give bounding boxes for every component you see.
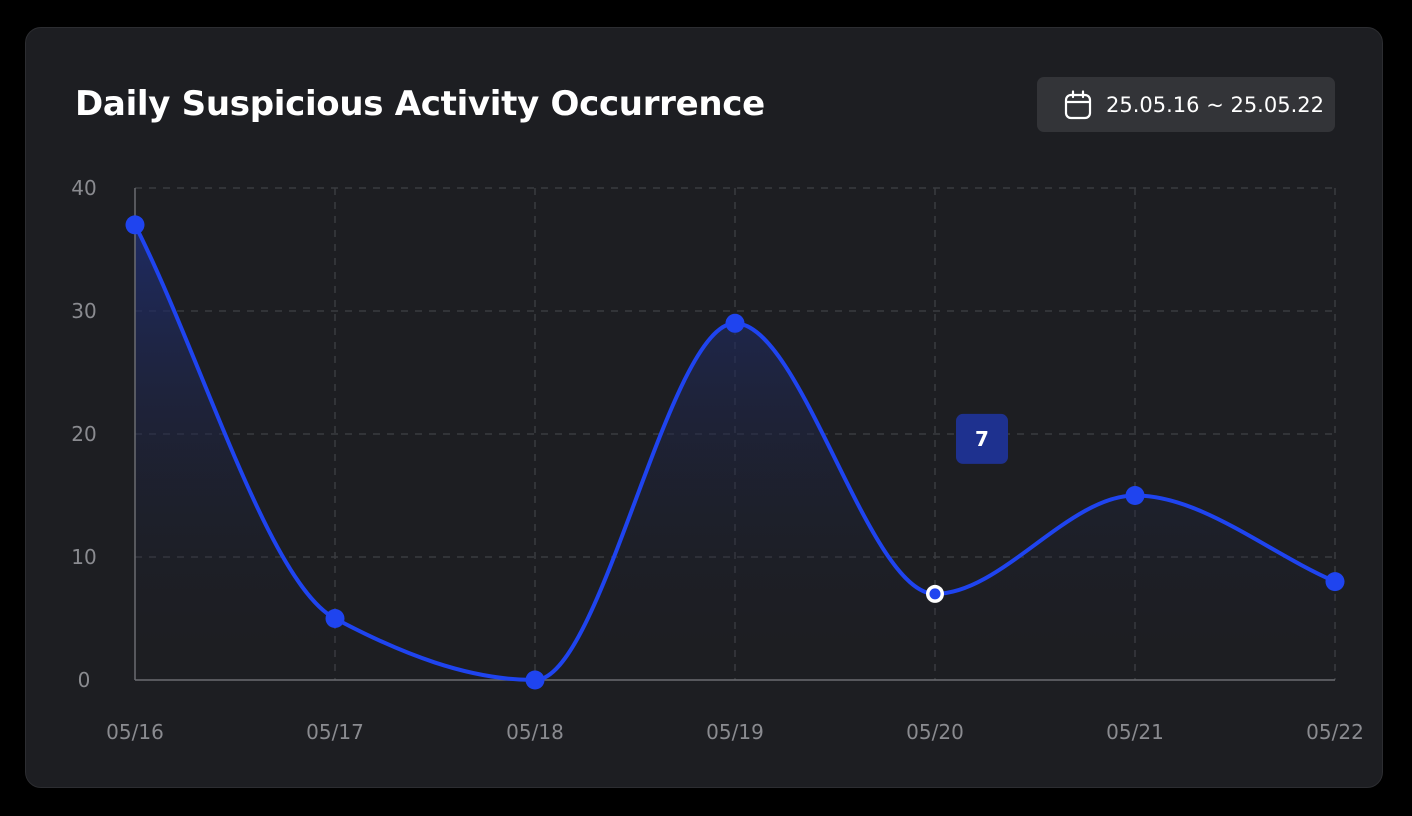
data-point[interactable] — [725, 313, 745, 333]
x-tick-label: 05/20 — [906, 720, 964, 744]
date-range-label: 25.05.16 ~ 25.05.22 — [1106, 92, 1324, 117]
axes — [134, 188, 1335, 681]
date-range-button[interactable]: 25.05.16 ~ 25.05.22 — [1037, 77, 1335, 132]
x-tick-label: 05/21 — [1106, 720, 1164, 744]
series-area — [135, 224, 1335, 680]
y-tick-label: 10 — [71, 545, 96, 569]
y-tick-label: 40 — [71, 176, 96, 200]
chart-title: Daily Suspicious Activity Occurrence — [75, 84, 765, 124]
data-point[interactable] — [1325, 572, 1345, 592]
x-tick-label: 05/19 — [706, 720, 764, 744]
data-point[interactable] — [1125, 486, 1145, 505]
x-tick-label: 05/16 — [106, 720, 164, 744]
tooltip: 7 — [956, 413, 1008, 464]
x-tick-label: 05/22 — [1306, 720, 1364, 744]
tooltip-box — [956, 413, 1008, 464]
x-tick-label: 05/17 — [306, 720, 364, 744]
data-point[interactable] — [325, 609, 345, 628]
series-path — [133, 222, 1337, 682]
data-point[interactable] — [525, 670, 545, 690]
tooltip-value: 7 — [975, 427, 989, 451]
data-point-highlight[interactable] — [929, 588, 941, 600]
area-fill — [135, 224, 1335, 680]
tick-labels: 0 10 20 30 40 05/16 05/17 05/18 05/19 05/20 05/21 0… — [71, 176, 1364, 744]
data-point[interactable] — [125, 215, 145, 235]
x-tick-label: 05/18 — [506, 720, 564, 744]
data-points — [125, 215, 1345, 690]
series-line — [133, 222, 1337, 682]
y-tick-label: 20 — [71, 422, 96, 446]
y-tick-label: 0 — [78, 668, 91, 692]
calendar-icon — [1064, 89, 1092, 120]
y-tick-label: 30 — [71, 299, 96, 323]
